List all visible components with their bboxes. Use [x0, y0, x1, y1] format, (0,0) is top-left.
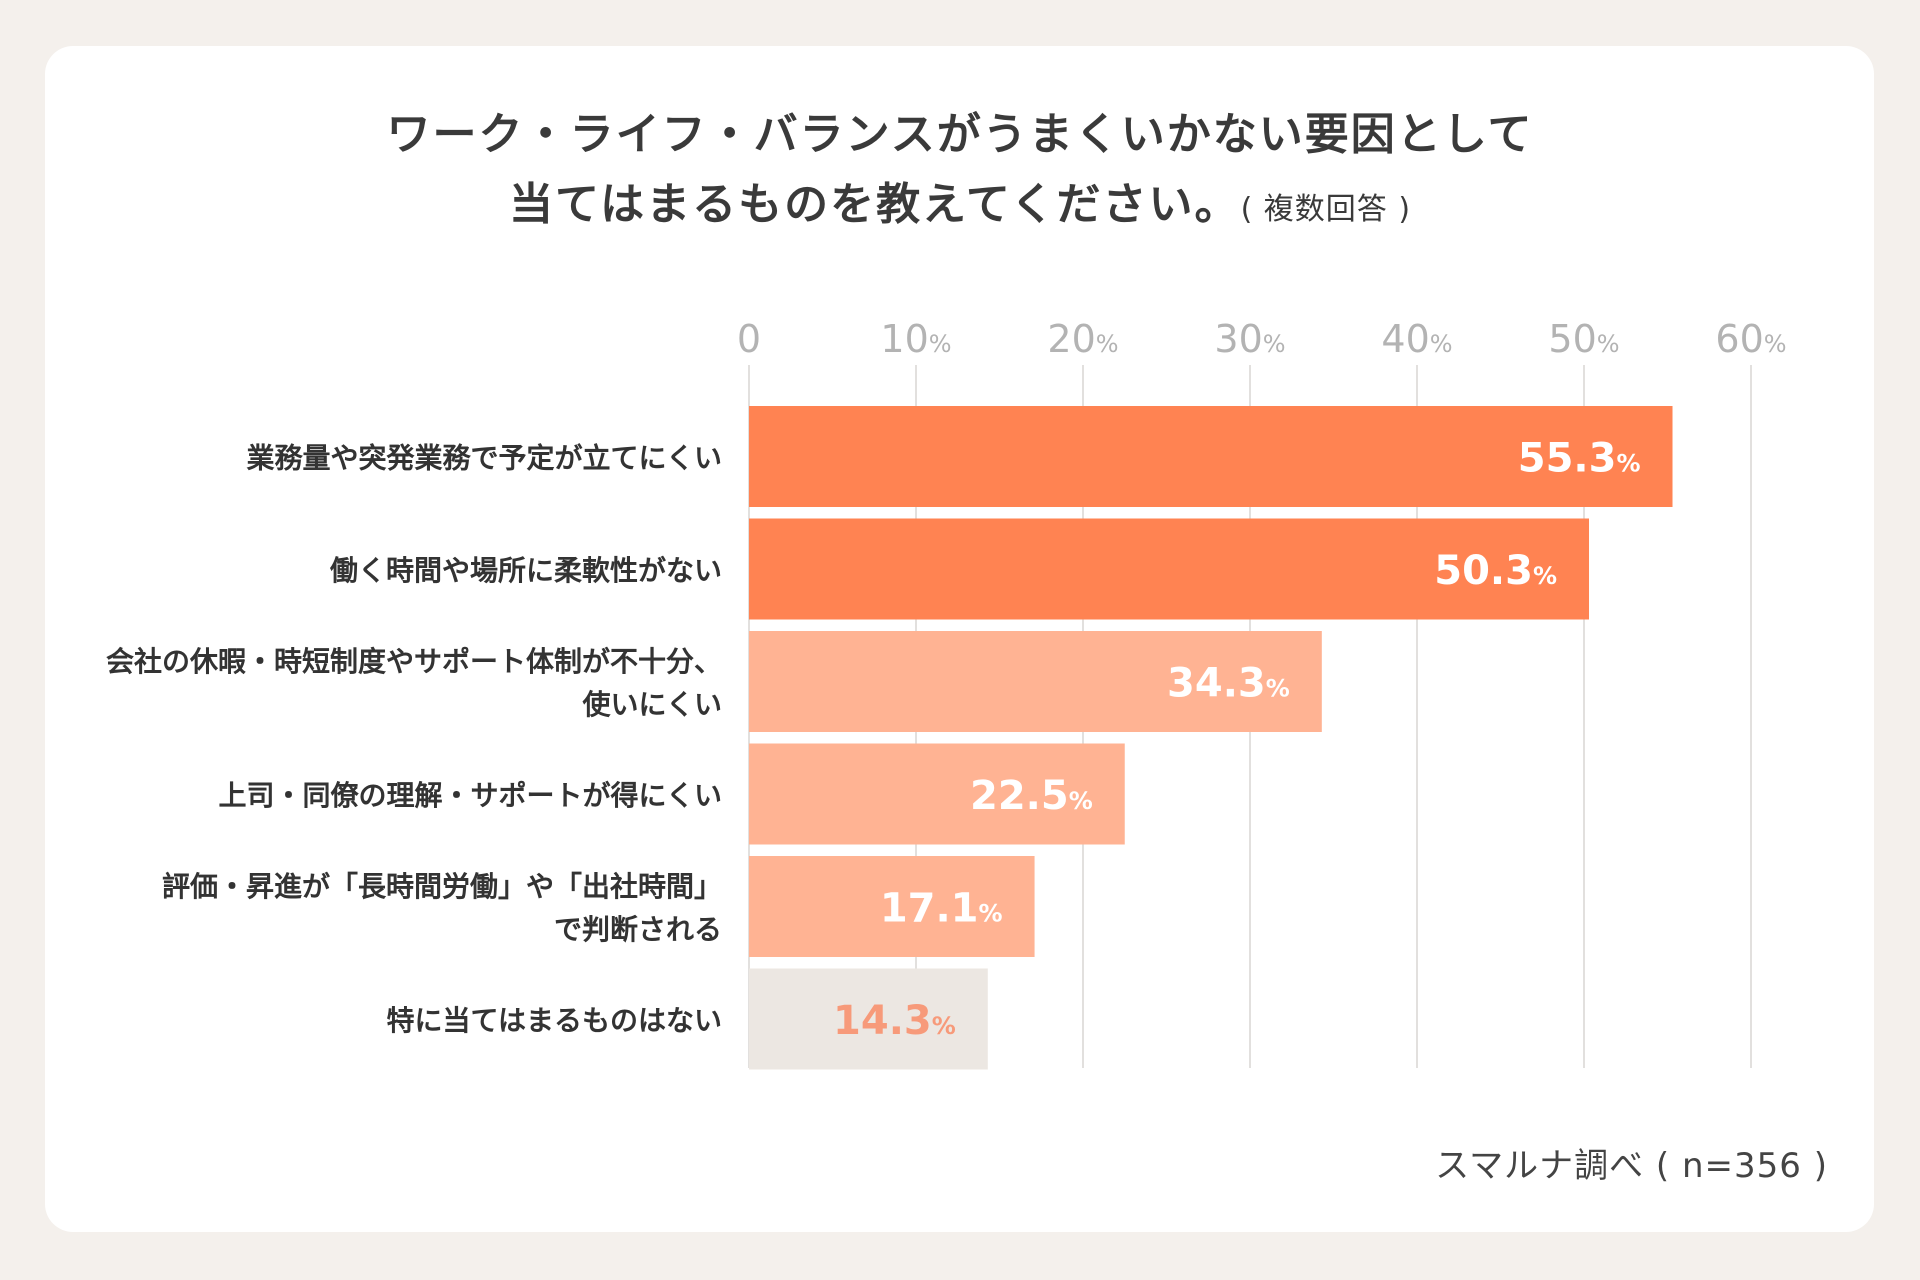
bar — [749, 743, 1125, 845]
source-note: スマルナ調べ ( n=356 ) — [1435, 1146, 1828, 1186]
category-label: 働く時間や場所に柔軟性がない — [329, 554, 722, 587]
x-tick-label: 0 — [737, 317, 761, 361]
x-tick-label: 50% — [1548, 317, 1619, 361]
x-tick-label: 10% — [880, 317, 951, 361]
bar — [749, 518, 1590, 620]
bar — [749, 968, 988, 1070]
bar — [749, 631, 1322, 732]
value-label: 17.1% — [880, 886, 1003, 932]
value-label: 55.3% — [1518, 436, 1641, 482]
x-tick-label: 30% — [1214, 317, 1285, 361]
value-label: 34.3% — [1167, 661, 1290, 707]
category-label: 特に当てはまるものはない — [387, 1004, 722, 1037]
bar — [749, 856, 1035, 957]
bar — [749, 406, 1673, 507]
x-tick-label: 20% — [1047, 317, 1118, 361]
value-label: 14.3% — [833, 998, 956, 1044]
value-label: 50.3% — [1434, 548, 1557, 594]
category-label: 会社の休暇・時短制度やサポート体制が不十分、 — [106, 645, 722, 678]
category-label: 業務量や突発業務で予定が立てにくい — [247, 442, 722, 475]
category-label: 使いにくい — [582, 688, 722, 721]
category-label: 評価・昇進が「長時間労働」や「出社時間」 — [162, 870, 722, 903]
title-note: ( 複数回答 ) — [1240, 192, 1412, 227]
value-label: 22.5% — [970, 773, 1093, 819]
title-line-2-text: 当てはまるものを教えてください。 — [508, 179, 1241, 230]
title-line-2: 当てはまるものを教えてください。( 複数回答 ) — [0, 170, 1920, 245]
x-tick-label: 60% — [1715, 317, 1786, 361]
category-label: で判断される — [554, 913, 722, 946]
category-label: 上司・同僚の理解・サポートが得にくい — [219, 779, 722, 812]
title-line-1: ワーク・ライフ・バランスがうまくいかない要因として — [386, 109, 1534, 160]
chart-title: ワーク・ライフ・バランスがうまくいかない要因として 当てはまるものを教えてくださ… — [0, 100, 1920, 245]
x-tick-label: 40% — [1381, 317, 1452, 361]
